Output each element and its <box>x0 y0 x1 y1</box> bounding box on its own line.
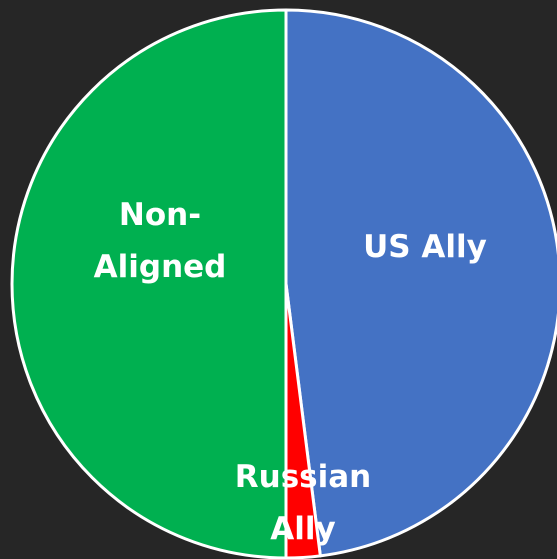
slice-label: Russian Ally <box>234 459 372 547</box>
slice-label: Non-Aligned <box>93 197 227 285</box>
slice-label: US Ally <box>363 229 487 265</box>
pie-slice <box>284 8 557 558</box>
pie-slice <box>10 8 288 559</box>
